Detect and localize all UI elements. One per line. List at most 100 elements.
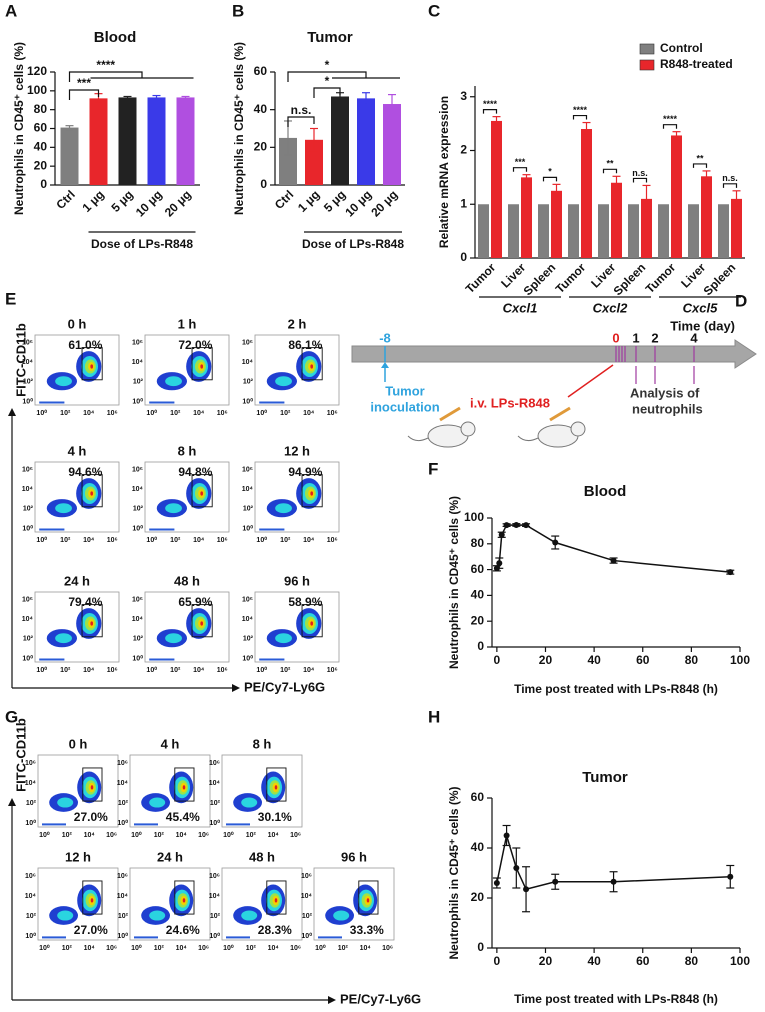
y-tick-label: 40 (254, 102, 268, 116)
flow-time-label: 0 h (69, 736, 88, 751)
bar (598, 204, 609, 258)
flow-x-tick-label: 10⁴ (303, 410, 315, 417)
flow-x-tick-label: 10⁰ (36, 666, 47, 674)
flow-y-tick-label: 10⁴ (117, 780, 129, 787)
flow-percent: 61.0% (68, 338, 102, 352)
y-axis-label: Neutrophils in CD45⁺ cells (%) (232, 42, 246, 215)
flow-x-tick-label: 10⁴ (268, 945, 280, 952)
flow-density (90, 491, 94, 496)
legend-label: Control (660, 41, 703, 55)
group-label: Cxcl1 (503, 300, 538, 315)
significance-label: *** (515, 157, 526, 167)
flow-x-tick-label: 10⁰ (131, 944, 142, 952)
x-tick-label: 100 (730, 954, 750, 968)
flow-x-tick-label: 10⁰ (315, 944, 326, 952)
flow-percent: 72.0% (178, 338, 212, 352)
x-tick-label: 1 μg (295, 187, 322, 214)
panel-letter: F (428, 459, 438, 478)
flow-percent: 86.1% (288, 338, 322, 352)
flow-x-tick-label: 10⁶ (198, 945, 209, 952)
flow-density (275, 633, 292, 644)
flow-x-tick-label: 10² (154, 945, 165, 952)
significance-label: n.s. (291, 103, 312, 117)
panel-letter: B (232, 1, 244, 20)
y-tick-label: 0 (260, 177, 267, 191)
flow-density (200, 364, 204, 369)
panel-letter: G (5, 707, 18, 726)
flow-percent: 79.4% (68, 595, 102, 609)
bar (718, 204, 729, 258)
flow-y-tick-label: 10² (26, 913, 37, 920)
flow-x-tick-label: 10⁶ (217, 667, 228, 674)
significance-bracket (287, 71, 367, 82)
flow-y-tick-label: 10⁰ (242, 524, 253, 532)
flow-density (55, 503, 72, 514)
bar (478, 204, 489, 258)
flow-density (241, 797, 258, 808)
flow-percent: 94.8% (178, 465, 212, 479)
flow-y-tick-label: 10⁶ (132, 597, 143, 604)
significance-bracket (68, 89, 100, 100)
flow-y-tick-label: 10⁴ (132, 359, 144, 366)
flow-time-label: 1 h (178, 316, 197, 331)
flow-x-tick-label: 10⁴ (176, 832, 188, 839)
flow-density (274, 785, 278, 790)
x-tick-label: 0 (494, 954, 501, 968)
flow-y-tick-label: 10⁰ (117, 819, 128, 827)
flow-x-tick-label: 10² (280, 410, 291, 417)
y-tick-label: 60 (471, 562, 485, 576)
significance-bracket (602, 168, 618, 174)
flow-percent: 33.3% (350, 923, 384, 937)
flow-x-tick-label: 10⁰ (146, 409, 157, 417)
flow-percent: 27.0% (74, 923, 108, 937)
flow-x-tick-label: 10⁰ (256, 536, 267, 544)
flow-x-tick-label: 10² (170, 667, 181, 674)
x-tick-label: Tumor (553, 260, 589, 296)
flow-x-tick-label: 10⁶ (327, 667, 338, 674)
flow-y-tick-label: 10² (133, 506, 144, 513)
flow-x-tick-label: 10⁰ (36, 409, 47, 417)
flow-x-tick-label: 10² (170, 410, 181, 417)
flow-y-tick-label: 10⁶ (209, 760, 220, 767)
flow-streak (149, 401, 175, 404)
significance-label: n.s. (722, 173, 738, 183)
data-point (503, 522, 510, 529)
flow-x-tick-label: 10⁶ (107, 537, 118, 544)
flow-y-tick-label: 10⁶ (242, 467, 253, 474)
flow-y-tick-label: 10² (243, 379, 254, 386)
x-axis-label: Time post treated with LPs-R848 (h) (514, 682, 718, 696)
timeline-note: neutrophils (632, 401, 703, 416)
flow-y-tick-label: 10⁴ (22, 616, 34, 623)
flow-time-label: 12 h (284, 443, 310, 458)
flow-density (90, 364, 94, 369)
bar (611, 182, 622, 258)
flow-y-tick-label: 10⁰ (25, 932, 36, 940)
flow-x-tick-label: 10² (280, 667, 291, 674)
panel-letter: A (5, 1, 17, 20)
bar (581, 129, 592, 258)
flow-y-tick-label: 10² (23, 636, 34, 643)
significance-bracket (662, 124, 678, 129)
data-point (552, 539, 559, 546)
timeline-tick: 0 (612, 330, 619, 345)
chart-title: Blood (584, 483, 627, 500)
flow-x-tick-label: 10⁴ (303, 537, 315, 544)
y-tick-label: 0 (40, 177, 47, 191)
flow-x-tick-label: 10⁰ (146, 666, 157, 674)
flow-x-tick-label: 10⁶ (382, 945, 393, 952)
y-tick-label: 1 (460, 196, 467, 210)
bar (521, 177, 532, 258)
flow-y-tick-label: 10² (23, 379, 34, 386)
bar (118, 97, 137, 185)
timeline-note: i.v. LPs-R848 (470, 395, 550, 410)
bar (357, 98, 375, 185)
significance-bracket (722, 183, 738, 188)
y-tick-label: 20 (471, 613, 485, 627)
flow-x-tick-label: 10⁴ (176, 945, 188, 952)
significance-bracket (692, 163, 708, 168)
flow-y-tick-label: 10⁶ (25, 873, 36, 880)
flow-density (275, 503, 292, 514)
flow-streak (42, 823, 66, 826)
x-axis-label: Time post treated with LPs-R848 (h) (514, 992, 718, 1006)
